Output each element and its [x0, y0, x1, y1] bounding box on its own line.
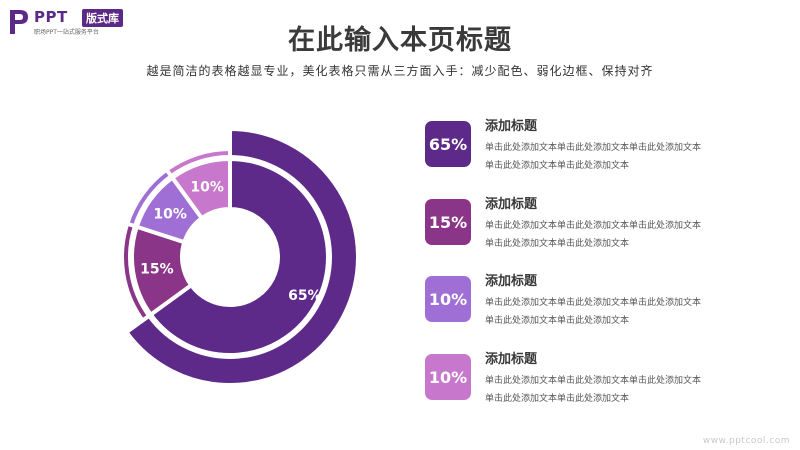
legend-desc-line: 单击此处添加文本单击此处添加文本: [485, 316, 630, 326]
legend-item: 15% 添加标题 单击此处添加文本单击此处添加文本单击此处添加文本 单击此处添加…: [425, 193, 755, 253]
legend-title: 添加标题: [485, 352, 538, 367]
legend-item: 10% 添加标题 单击此处添加文本单击此处添加文本单击此处添加文本 单击此处添加…: [425, 270, 755, 330]
legend-badge: 10%: [425, 276, 471, 322]
page-subtitle: 越是简洁的表格越显专业，美化表格只需从三方面入手：减少配色、弱化边框、保持对齐: [146, 64, 654, 78]
logo-badge: 版式库: [82, 9, 123, 27]
donut-chart: 65% 15% 10%10%: [120, 126, 360, 387]
brand-logo: PPT 版式库 职场PPT一站式服务平台: [8, 6, 178, 38]
legend-desc-line: 单击此处添加文本单击此处添加文本单击此处添加文本: [485, 143, 702, 153]
slice-label: 65%: [288, 288, 322, 304]
legend-desc-line: 单击此处添加文本单击此处添加文本单击此处添加文本: [485, 221, 702, 231]
legend-title: 添加标题: [485, 274, 538, 289]
legend-desc: 单击此处添加文本单击此处添加文本单击此处添加文本 单击此处添加文本单击此处添加文…: [485, 294, 740, 330]
legend-desc-line: 单击此处添加文本单击此处添加文本单击此处添加文本: [485, 376, 702, 386]
legend-desc: 单击此处添加文本单击此处添加文本单击此处添加文本 单击此处添加文本单击此处添加文…: [485, 139, 740, 175]
legend-title: 添加标题: [485, 119, 538, 134]
legend-badge: 15%: [425, 199, 471, 245]
legend-item: 10% 添加标题 单击此处添加文本单击此处添加文本单击此处添加文本 单击此处添加…: [425, 348, 755, 408]
legend-desc-line: 单击此处添加文本单击此处添加文本单击此处添加文本: [485, 298, 702, 308]
logo-tagline: 职场PPT一站式服务平台: [34, 29, 99, 36]
legend-badge: 10%: [425, 354, 471, 400]
watermark: www.pptcool.com: [702, 436, 790, 446]
legend-desc-line: 单击此处添加文本单击此处添加文本: [485, 161, 630, 171]
legend-desc: 单击此处添加文本单击此处添加文本单击此处添加文本 单击此处添加文本单击此处添加文…: [485, 217, 740, 253]
page-title: 在此输入本页标题: [288, 25, 512, 56]
slice-label: 10%: [190, 180, 224, 196]
legend-item: 65% 添加标题 单击此处添加文本单击此处添加文本单击此处添加文本 单击此处添加…: [425, 115, 755, 175]
donut-hole: [184, 211, 276, 303]
legend-badge: 65%: [425, 121, 471, 167]
slice-label: 10%: [153, 207, 187, 223]
legend-desc: 单击此处添加文本单击此处添加文本单击此处添加文本 单击此处添加文本单击此处添加文…: [485, 372, 740, 408]
slice-label: 15%: [140, 262, 174, 278]
logo-p-icon: [10, 10, 28, 34]
legend-desc-line: 单击此处添加文本单击此处添加文本: [485, 394, 630, 404]
legend-desc-line: 单击此处添加文本单击此处添加文本: [485, 239, 630, 249]
legend-title: 添加标题: [485, 197, 538, 212]
logo-word: PPT: [34, 8, 68, 26]
ring-separator: [128, 155, 332, 359]
